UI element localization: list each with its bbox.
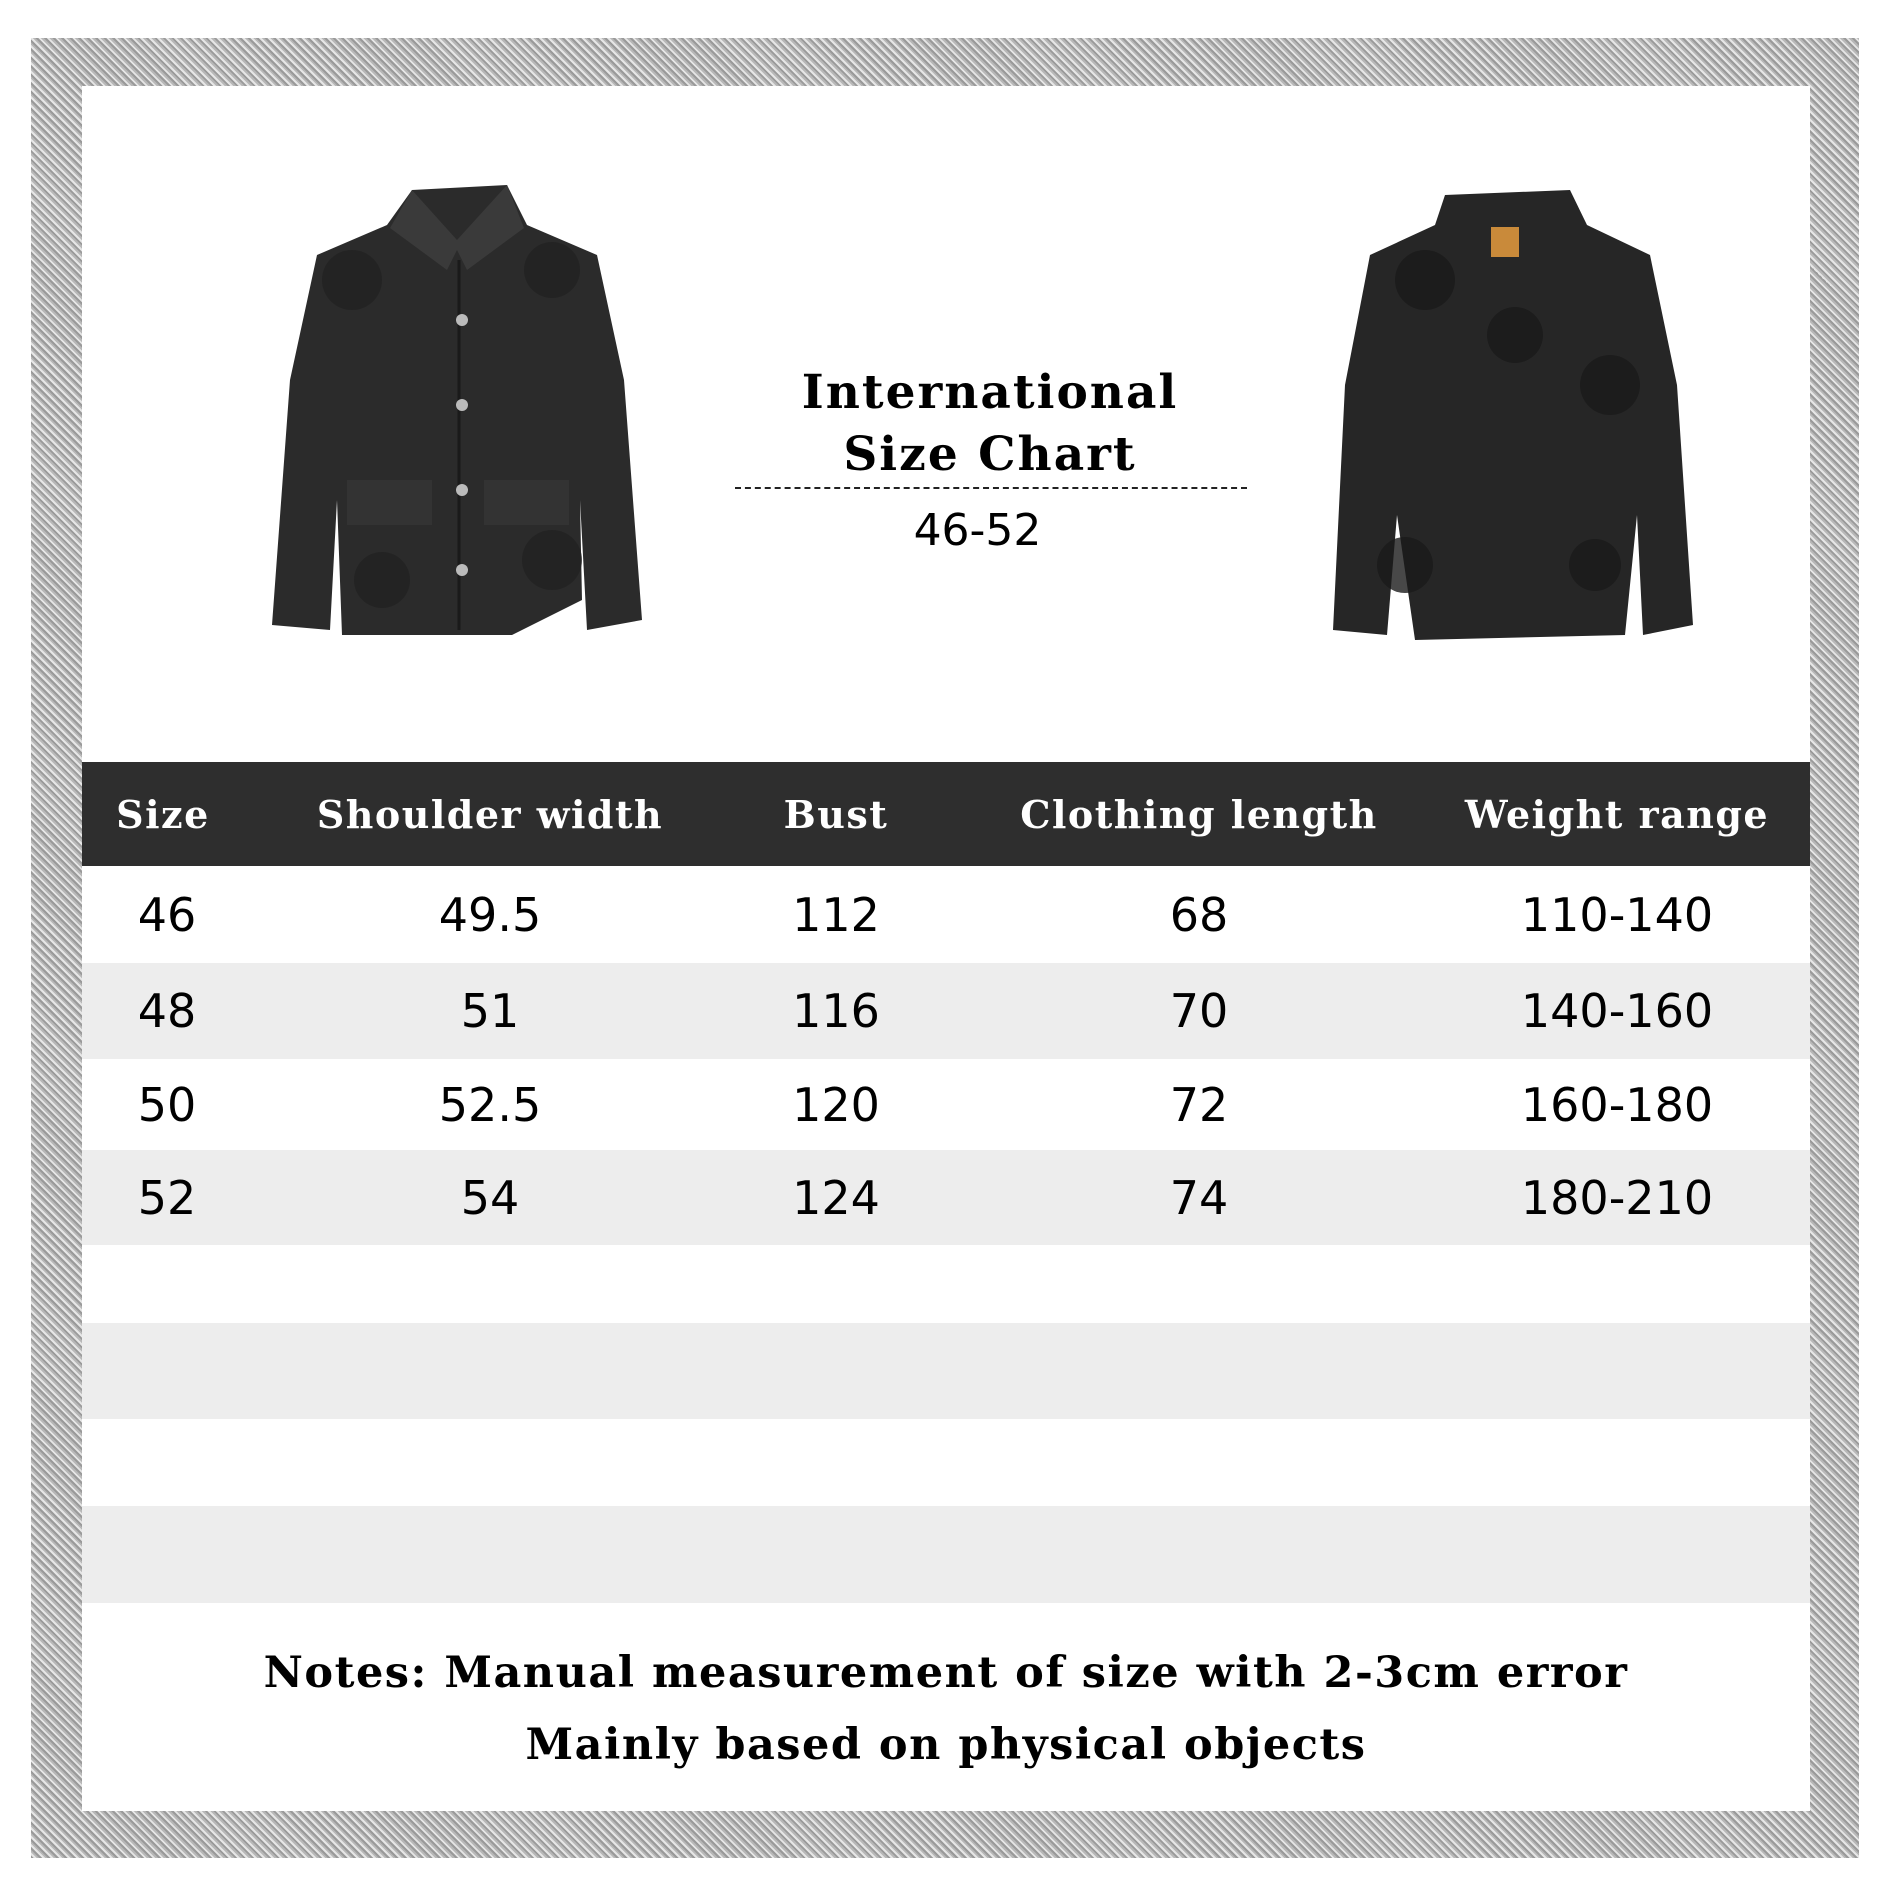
cell-size: 46 [137, 887, 197, 942]
cell-weight-range: 110-140 [1520, 887, 1714, 942]
size-range: 46-52 [913, 505, 1042, 556]
empty-row [82, 1419, 1810, 1506]
dashed-divider [735, 487, 1247, 489]
cell-shoulder-width: 51 [460, 984, 520, 1038]
header-bust: Bust [783, 791, 889, 837]
header-shoulder-width: Shoulder width [316, 791, 664, 837]
header-size: Size [116, 791, 210, 837]
cell-bust: 120 [792, 1077, 880, 1132]
cell-clothing-length: 70 [1169, 984, 1229, 1038]
empty-row [82, 1506, 1810, 1603]
empty-row [82, 1323, 1810, 1419]
table-header: Size Shoulder width Bust Clothing length… [82, 762, 1810, 866]
title-line-2: Size Chart [843, 427, 1137, 482]
header-clothing-length: Clothing length [1020, 791, 1378, 837]
chart-title: International Size Chart [730, 362, 1250, 486]
cell-size: 50 [137, 1077, 197, 1132]
cell-shoulder-width: 52.5 [438, 1077, 542, 1132]
leather-patch-icon [1491, 227, 1519, 257]
title-line-1: International [801, 365, 1179, 420]
cell-weight-range: 180-210 [1520, 1170, 1714, 1225]
cell-bust: 116 [792, 984, 880, 1038]
cell-clothing-length: 72 [1169, 1077, 1229, 1132]
cell-shoulder-width: 49.5 [438, 887, 542, 942]
notes-line-2: Mainly based on physical objects [525, 1720, 1367, 1770]
cell-bust: 124 [792, 1170, 880, 1225]
notes-line-1: Notes: Manual measurement of size with 2… [263, 1648, 1629, 1698]
cell-shoulder-width: 54 [460, 1170, 520, 1225]
cell-size: 52 [137, 1170, 197, 1225]
table-row: 46 49.5 112 68 110-140 [82, 866, 1810, 963]
table-row: 50 52.5 120 72 160-180 [82, 1059, 1810, 1150]
cell-size: 48 [137, 984, 197, 1038]
cell-weight-range: 140-160 [1520, 984, 1714, 1038]
header-weight-range: Weight range [1464, 791, 1770, 837]
cell-clothing-length: 74 [1169, 1170, 1229, 1225]
cell-clothing-length: 68 [1169, 887, 1229, 942]
jacket-back-image [1333, 190, 1693, 640]
empty-row [82, 1245, 1810, 1323]
cell-weight-range: 160-180 [1520, 1077, 1714, 1132]
table-row: 52 54 124 74 180-210 [82, 1150, 1810, 1245]
jacket-front-image [272, 185, 642, 635]
cell-bust: 112 [792, 887, 880, 942]
table-row: 48 51 116 70 140-160 [82, 963, 1810, 1059]
